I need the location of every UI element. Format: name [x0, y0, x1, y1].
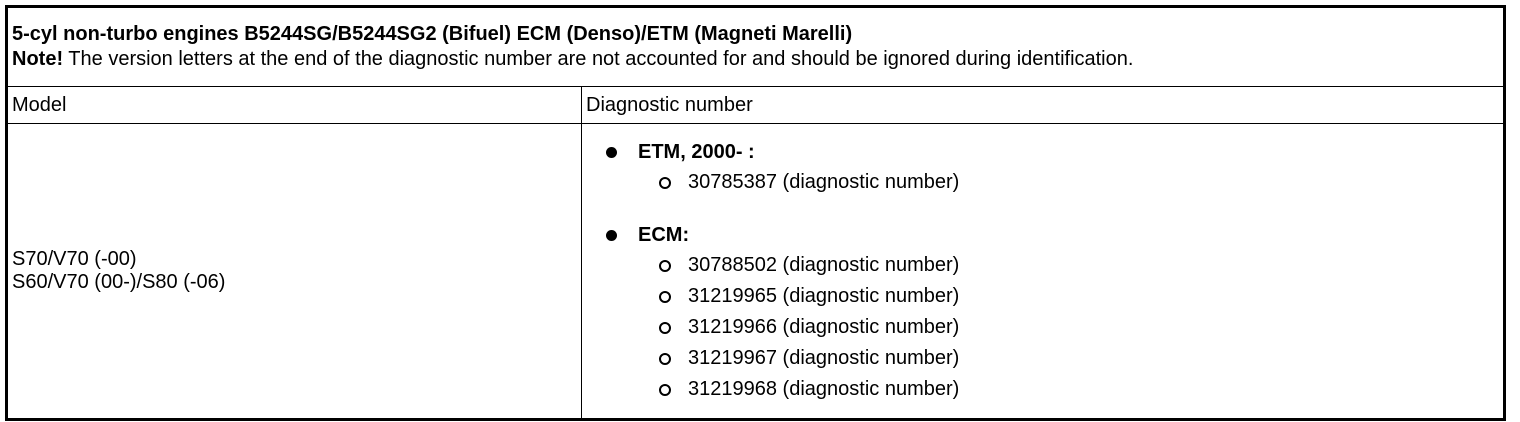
group-label: ETM, 2000- : [586, 137, 1499, 167]
diagnostic-number-item: 30788502 (diagnostic number) [586, 250, 1499, 281]
table-header: 5-cyl non-turbo engines B5244SG/B5244SG2… [6, 6, 1505, 87]
bullet-group: ECM: 30788502 (diagnostic number) 31219965… [586, 220, 1499, 405]
model: S60/V70 (00-)/S80 (-06) [12, 271, 226, 293]
diagnostic-cell: ETM, 2000- :30785387 (diagnostic number)… [581, 123, 1505, 420]
model-cell: S70/V70 (-00) S60/V70 (00-)/S80 (-06) [6, 123, 582, 420]
bullet-group: ETM, 2000- :30785387 (diagnostic number) [586, 137, 1499, 198]
diagnostic-table: 5-cyl non-turbo engines B5244SG/B5244SG2… [5, 5, 1506, 421]
note-text: The version letters at the end of the di… [63, 48, 1134, 70]
diagnostic-number-item: 31219968 (diagnostic number) [586, 374, 1499, 405]
diagnostic-number-item: 31219967 (diagnostic number) [586, 343, 1499, 374]
note: Note! The version letters at the end of … [12, 47, 1499, 72]
diagnostic-number-item: 30785387 (diagnostic number) [586, 167, 1499, 198]
model: S70/V70 (-00) [12, 248, 137, 270]
group-label: ECM: [586, 220, 1499, 250]
column-header-diagnostic: Diagnostic number [581, 86, 1505, 124]
note-label: Note! [12, 48, 64, 70]
table-title: 5-cyl non-turbo engines B5244SG/B5244SG2… [12, 23, 853, 45]
diagnostic-number-item: 31219965 (diagnostic number) [586, 281, 1499, 312]
column-header-model: Model [6, 86, 582, 124]
diagnostic-number-item: 31219966 (diagnostic number) [586, 312, 1499, 343]
